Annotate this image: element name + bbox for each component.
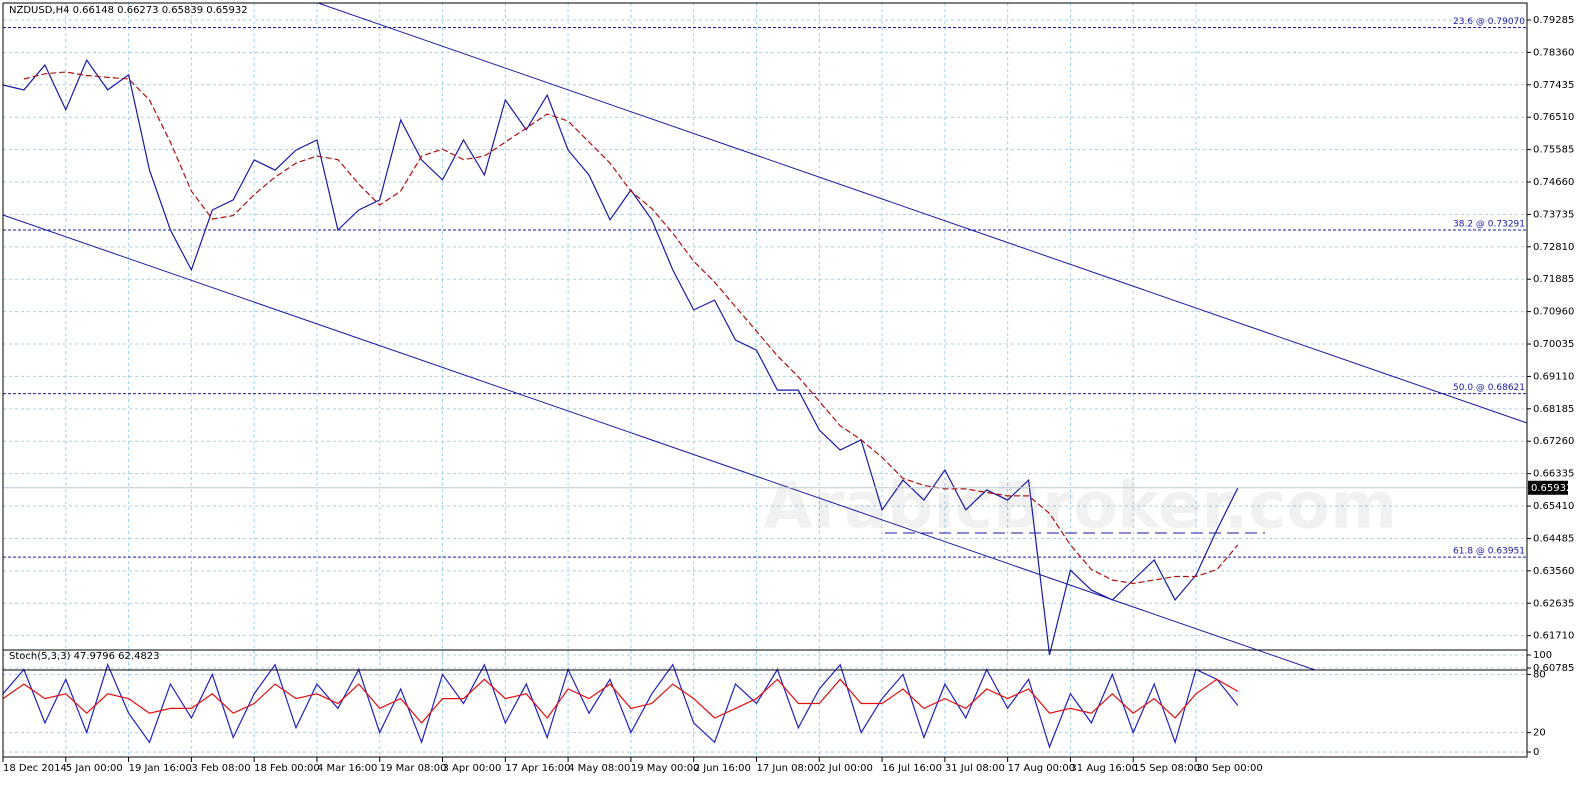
y-tick-label: 0.69110 <box>1533 371 1574 382</box>
y-tick-label: 0.75585 <box>1533 145 1574 156</box>
x-tick-label: 16 Jul 16:00 <box>882 763 942 774</box>
y-tick-label: 0.60785 <box>1533 663 1574 674</box>
x-tick-label: 3 Apr 00:00 <box>443 763 502 774</box>
grid-layer <box>2 3 1527 757</box>
y-tick-label: 0 <box>1533 747 1539 758</box>
channel-lower <box>2 214 1316 671</box>
fib-label: 61.8 @ 0.63951 <box>1453 547 1525 557</box>
series-line <box>23 71 1239 585</box>
x-tick-label: 31 Jul 08:00 <box>945 763 1005 774</box>
y-tick-label: 0.70035 <box>1533 339 1574 350</box>
y-tick-label: 0.79285 <box>1533 15 1574 26</box>
y-tick-label: 0.77435 <box>1533 80 1574 91</box>
watermark: ArabicBroker.com <box>763 470 1397 544</box>
x-tick-label: 17 Apr 16:00 <box>505 763 570 774</box>
y-tick-label: 0.61710 <box>1533 631 1574 642</box>
y-tick-label: 0.68185 <box>1533 404 1574 415</box>
fib-label: 23.6 @ 0.79070 <box>1453 17 1525 27</box>
series-line <box>2 678 1239 724</box>
x-tick-label: 17 Jun 08:00 <box>756 763 820 774</box>
y-tick-label: 0.70960 <box>1533 307 1574 318</box>
x-tick-label: 30 Sep 00:00 <box>1196 763 1263 774</box>
main-pane-frame <box>2 2 1528 671</box>
x-tick-label: 19 Mar 08:00 <box>380 763 447 774</box>
fib-label: 50.0 @ 0.68621 <box>1453 383 1525 393</box>
last-price-label: 0.65932 <box>1531 483 1572 494</box>
chart-title: NZDUSD,H4 0.66148 0.66273 0.65839 0.6593… <box>9 5 248 16</box>
y-tick-label: 0.67260 <box>1533 436 1574 447</box>
series-line <box>2 662 1239 749</box>
y-tick-label: 0.78360 <box>1533 47 1574 58</box>
y-tick-label: 0.71885 <box>1533 274 1574 285</box>
y-tick-label: 0.66335 <box>1533 469 1574 480</box>
x-tick-label: 18 Dec 2014 <box>3 763 67 774</box>
series-line <box>2 58 1239 656</box>
x-tick-label: 2 Jun 16:00 <box>694 763 751 774</box>
stoch-title: Stoch(5,3,3) 47.9796 62.4823 <box>9 651 160 662</box>
y-tick-label: 80 <box>1533 669 1546 680</box>
x-tick-label: 3 Feb 08:00 <box>191 763 250 774</box>
y-tick-label: 100 <box>1533 650 1552 661</box>
fib-label: 38.2 @ 0.73291 <box>1453 219 1525 229</box>
y-tick-label: 20 <box>1533 728 1546 739</box>
last-price-box <box>1528 480 1568 495</box>
x-tick-label: 17 Aug 00:00 <box>1008 763 1075 774</box>
x-tick-label: 2 Jul 00:00 <box>819 763 873 774</box>
stoch-pane-frame <box>2 649 1528 758</box>
y-tick-label: 0.73735 <box>1533 209 1574 220</box>
y-tick-label: 0.63560 <box>1533 566 1574 577</box>
x-tick-label: 15 Sep 08:00 <box>1133 763 1200 774</box>
x-tick-label: 19 May 00:00 <box>631 763 700 774</box>
channel-upper <box>317 2 1528 424</box>
mark-layer <box>2 27 1527 749</box>
y-tick-label: 0.62635 <box>1533 598 1574 609</box>
x-tick-label: 4 Mar 16:00 <box>317 763 377 774</box>
y-tick-label: 0.76510 <box>1533 112 1574 123</box>
y-tick-label: 0.65410 <box>1533 501 1574 512</box>
x-tick-label: 4 May 08:00 <box>568 763 630 774</box>
y-tick-label: 0.74660 <box>1533 177 1574 188</box>
x-tick-label: 5 Jan 00:00 <box>66 763 123 774</box>
x-tick-label: 19 Jan 16:00 <box>129 763 192 774</box>
x-tick-label: 18 Feb 00:00 <box>254 763 320 774</box>
y-tick-label: 0.64485 <box>1533 533 1574 544</box>
y-tick-label: 0.72810 <box>1533 242 1574 253</box>
x-tick-label: 31 Aug 16:00 <box>1070 763 1137 774</box>
